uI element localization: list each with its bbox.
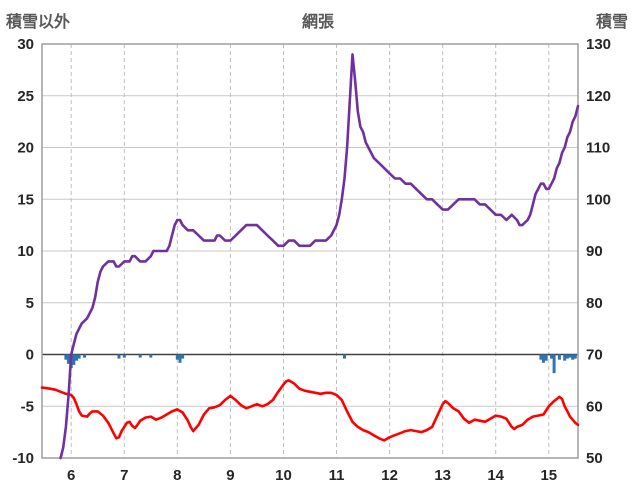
right-tick-label: 60 [586,398,603,415]
left-tick-label: 10 [17,243,34,260]
right-tick-label: 110 [586,140,610,157]
left-tick-label: 30 [17,36,34,53]
left-tick-label: 0 [26,347,34,364]
left-tick-label: 5 [26,295,34,312]
chart-header: 積雪以外 網張 積雪 [0,6,636,34]
chart-title: 網張 [301,14,334,31]
vertical-gridlines [70,44,550,458]
left-tick-label: 25 [17,88,34,105]
left-tick-label: 20 [17,140,34,157]
x-tick-label: 7 [120,467,128,484]
right-tick-label: 90 [586,243,603,260]
series-blue-bars [64,354,577,374]
right-axis-tick-labels: 50 60 70 80 90 100 110 120 130 [586,36,611,467]
x-tick-label: 13 [434,467,451,484]
right-tick-label: 130 [586,36,611,53]
plot-border [41,43,579,459]
right-tick-label: 120 [586,88,611,105]
right-axis-title: 積雪 [595,14,628,31]
left-axis-tick-labels: -10 -5 0 5 10 15 20 25 30 [12,36,34,467]
x-tick-label: 10 [275,467,292,484]
left-tick-label: 15 [17,191,34,208]
series-purple-line [59,53,580,460]
x-tick-label: 9 [226,467,234,484]
x-tick-label: 11 [329,467,345,484]
x-axis-tick-labels: 6 7 8 9 10 11 12 13 14 15 [67,467,557,484]
plot-area: -10 -5 0 5 10 15 20 25 30 50 60 70 80 90 100 110 120 130 6… [12,36,611,484]
x-tick-label: 12 [381,467,398,484]
left-tick-label: -10 [12,450,34,467]
horizontal-gridlines [42,43,578,459]
series-red-line [40,379,580,442]
right-tick-label: 50 [586,450,603,467]
right-tick-label: 80 [586,295,603,312]
right-tick-label: 100 [586,191,611,208]
x-tick-label: 6 [67,467,75,484]
left-tick-label: -5 [21,398,34,415]
left-axis-title: 積雪以外 [6,14,71,31]
x-tick-label: 14 [487,467,504,484]
x-tick-label: 8 [173,467,181,484]
x-tick-label: 15 [540,467,557,484]
right-tick-label: 70 [586,347,603,364]
